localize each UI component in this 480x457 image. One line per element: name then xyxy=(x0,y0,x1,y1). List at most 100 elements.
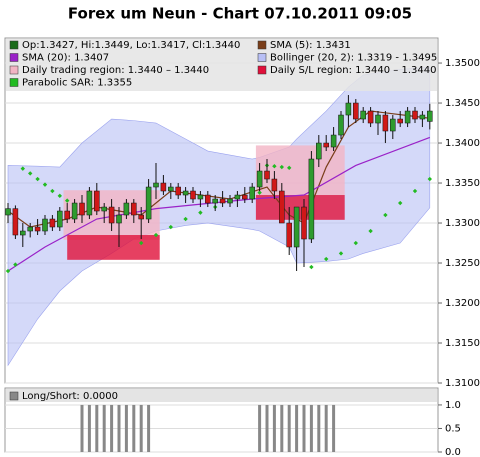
candle-body xyxy=(382,114,389,132)
candle-body xyxy=(419,114,426,120)
candle-body xyxy=(160,182,167,192)
y-tick-label: 1.0 xyxy=(445,400,461,411)
bar xyxy=(332,404,336,452)
candle-body xyxy=(279,190,285,224)
candle-body xyxy=(338,114,344,136)
legend-swatch xyxy=(9,65,19,75)
candle-body xyxy=(227,198,233,204)
candle-body xyxy=(360,110,366,120)
candle-body xyxy=(116,214,122,224)
sar-dot xyxy=(139,240,144,246)
sar-dot xyxy=(368,228,373,234)
candle-body xyxy=(345,102,352,116)
bar xyxy=(295,404,299,452)
bar xyxy=(317,404,321,452)
bar xyxy=(324,404,328,452)
candle-body xyxy=(86,190,93,216)
bar xyxy=(139,404,143,452)
y-tick-label: 1.3100 xyxy=(445,378,480,389)
legend-label: Long/Short: 0.0000 xyxy=(22,391,118,402)
sar-dot xyxy=(57,193,62,199)
bar xyxy=(95,404,99,452)
bar xyxy=(132,404,136,452)
candle-body xyxy=(131,202,137,216)
candle-body xyxy=(219,198,226,204)
legend-swatch xyxy=(257,53,267,62)
bar xyxy=(117,404,121,452)
y-tick-label: 1.3400 xyxy=(445,138,480,149)
bar xyxy=(258,404,262,452)
legend-swatch xyxy=(9,391,19,401)
sar-dot xyxy=(198,210,203,215)
legend-label: SMA (20): 1.3407 xyxy=(22,53,109,64)
y-tick-label: 0.5 xyxy=(445,423,461,434)
legend-swatch xyxy=(9,53,19,62)
candle-body xyxy=(182,190,189,196)
bar xyxy=(80,404,84,452)
legend-swatch xyxy=(257,40,267,50)
bar xyxy=(110,404,114,452)
y-tick-label: 1.3450 xyxy=(445,98,480,109)
sar-dot xyxy=(279,164,284,170)
indicator-line xyxy=(7,136,431,272)
bar xyxy=(272,404,276,452)
candle-body xyxy=(264,170,270,180)
candle-body xyxy=(153,182,159,188)
bar xyxy=(102,404,106,452)
sar-dot xyxy=(324,256,329,262)
sar-dot xyxy=(398,200,403,206)
y-tick-label: 1.3150 xyxy=(445,338,480,349)
candle-body xyxy=(101,206,107,212)
candle-body xyxy=(64,210,70,220)
legend-box xyxy=(6,389,437,402)
candle-body xyxy=(256,170,263,188)
sar-dot xyxy=(50,188,55,194)
sar-dot xyxy=(257,190,262,195)
candle-body xyxy=(20,230,26,236)
candle-body xyxy=(49,218,56,228)
candle-body xyxy=(271,178,278,192)
bar xyxy=(147,404,151,452)
sar-dot xyxy=(309,264,314,270)
legend-box xyxy=(6,39,437,91)
candle-body xyxy=(42,218,48,232)
candle-body xyxy=(301,206,307,240)
sar-dot xyxy=(28,171,33,176)
y-tick-label: 1.3300 xyxy=(445,218,480,229)
sar-dot xyxy=(272,164,277,169)
bar xyxy=(309,404,313,452)
sar-dot xyxy=(183,216,188,222)
sar-dot xyxy=(338,251,344,256)
candle-body xyxy=(242,194,248,200)
candle-body xyxy=(286,222,292,248)
candle-body xyxy=(397,118,403,124)
candle-body xyxy=(375,114,381,124)
y-tick-label: 1.3250 xyxy=(445,258,480,269)
sar-dot xyxy=(153,232,159,238)
sar-dot xyxy=(13,262,18,267)
sar-dot xyxy=(5,268,11,274)
sar-dot xyxy=(353,240,358,246)
bar xyxy=(287,404,291,452)
y-tick-label: 1.3200 xyxy=(445,298,480,309)
sar-dot xyxy=(383,212,388,218)
candle-body xyxy=(108,206,115,224)
legend-label: Bollinger (20, 2): 1.3319 - 1.3495 xyxy=(270,53,437,64)
candle-body xyxy=(197,194,204,200)
bar xyxy=(302,404,306,452)
legend-swatch xyxy=(9,78,19,87)
legend-swatch xyxy=(9,40,19,50)
sar-dot xyxy=(42,182,48,187)
sar-dot xyxy=(35,176,40,182)
bar xyxy=(280,404,284,452)
candle-body xyxy=(330,134,337,148)
bar xyxy=(124,404,128,452)
legend-label: Daily trading region: 1.3440 – 1.3440 xyxy=(22,65,209,76)
candle-body xyxy=(79,202,85,216)
candle-body xyxy=(367,110,374,124)
candle-body xyxy=(323,142,329,148)
candle-body xyxy=(34,226,41,232)
bar xyxy=(265,404,269,452)
candle-body xyxy=(123,202,130,216)
